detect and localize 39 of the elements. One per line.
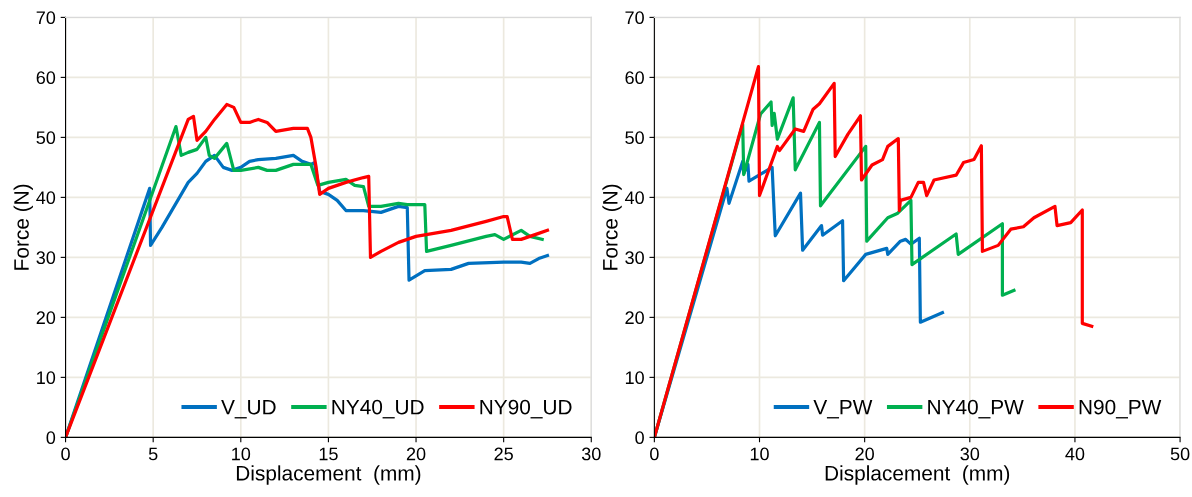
- y-tick-label: 10: [37, 371, 56, 385]
- y-tick-label: 70: [36, 11, 56, 25]
- y-tick-label: 20: [625, 311, 644, 325]
- y-tick-label: 40: [36, 191, 56, 205]
- x-tick-label: 0: [650, 447, 659, 461]
- legend-label: N90_PW: [1079, 399, 1162, 419]
- y-tick-label: 40: [624, 191, 644, 205]
- x-tick-label: 15: [319, 447, 338, 461]
- legend-label: V_UD: [221, 399, 276, 419]
- x-tick-label: 30: [960, 447, 980, 461]
- legend-label: V_PW: [813, 399, 873, 419]
- x-tick-label: 50: [1170, 447, 1190, 461]
- y-tick-label: 30: [36, 251, 56, 265]
- y-tick-label: 60: [625, 71, 644, 85]
- x-axis-title: Displacement (mm): [825, 465, 1010, 485]
- y-tick-label: 30: [625, 251, 644, 265]
- x-tick-label: 10: [232, 447, 251, 461]
- y-tick-label: 60: [36, 71, 56, 85]
- y-tick-label: 70: [625, 11, 644, 25]
- x-tick-label: 5: [148, 447, 158, 461]
- legend-label: NY40_UD: [332, 399, 424, 419]
- y-tick-label: 50: [625, 131, 644, 145]
- y-tick-label: 50: [36, 131, 56, 145]
- y-tick-label: 20: [36, 311, 56, 325]
- legend-label: NY40_PW: [928, 399, 1024, 419]
- x-tick-label: 40: [1065, 447, 1085, 461]
- y-tick-label: 0: [635, 431, 644, 445]
- y-axis-title: Force (N): [602, 184, 622, 270]
- x-tick-label: 30: [581, 447, 601, 461]
- y-tick-label: 0: [46, 431, 56, 445]
- x-tick-label: 20: [406, 447, 426, 461]
- x-tick-label: 0: [61, 447, 70, 461]
- x-tick-label: 10: [750, 447, 769, 461]
- y-axis-title: Force (N): [13, 184, 33, 270]
- x-tick-label: 20: [855, 447, 874, 461]
- x-tick-label: 25: [494, 447, 513, 461]
- y-tick-label: 10: [625, 371, 644, 385]
- x-axis-title: Displacement (mm): [236, 465, 421, 485]
- legend-label: NY90_UD: [480, 399, 572, 419]
